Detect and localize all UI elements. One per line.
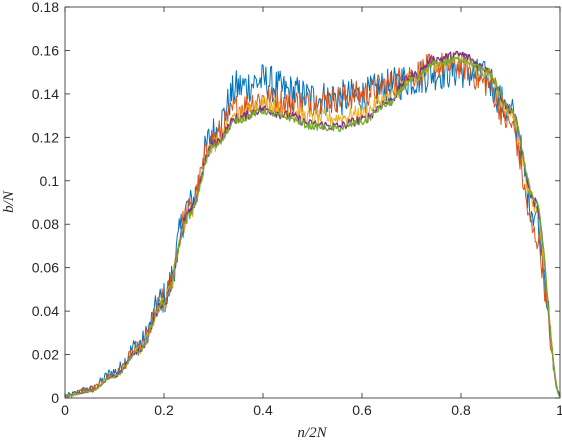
y-tick-label: 0.14: [32, 86, 59, 102]
y-tick-label: 0.16: [32, 42, 59, 58]
y-tick-label: 0.1: [40, 173, 60, 189]
y-tick-label: 0.08: [32, 216, 59, 232]
series-line-3: [64, 50, 561, 398]
x-axis-label: n/2N: [297, 425, 327, 441]
x-tick-label: 1: [556, 402, 562, 418]
ticks-layer: 0 0.2 0.4 0.6 0.8 1 0 0.02 0.04 0.06 0.08 0.1 0.12 0.…: [32, 0, 562, 418]
y-tick-label: 0.12: [32, 129, 59, 145]
y-tick-label: 0.18: [32, 0, 59, 15]
x-tick-label: 0.6: [352, 402, 372, 418]
x-tick-label: 0.8: [451, 402, 471, 418]
series-line-5: [64, 56, 561, 397]
plot-frame: [64, 6, 561, 399]
y-tick-label: 0.02: [32, 347, 59, 363]
y-axis-label: b/N: [1, 190, 17, 213]
series-layer: [64, 50, 561, 398]
x-tick-label: 0.2: [154, 402, 174, 418]
x-tick-label: 0.4: [253, 402, 273, 418]
y-tick-label: 0.04: [32, 303, 59, 319]
y-tick-label: 0.06: [32, 260, 59, 276]
x-tick-label: 0: [61, 402, 69, 418]
y-tick-label: 0: [51, 390, 59, 406]
